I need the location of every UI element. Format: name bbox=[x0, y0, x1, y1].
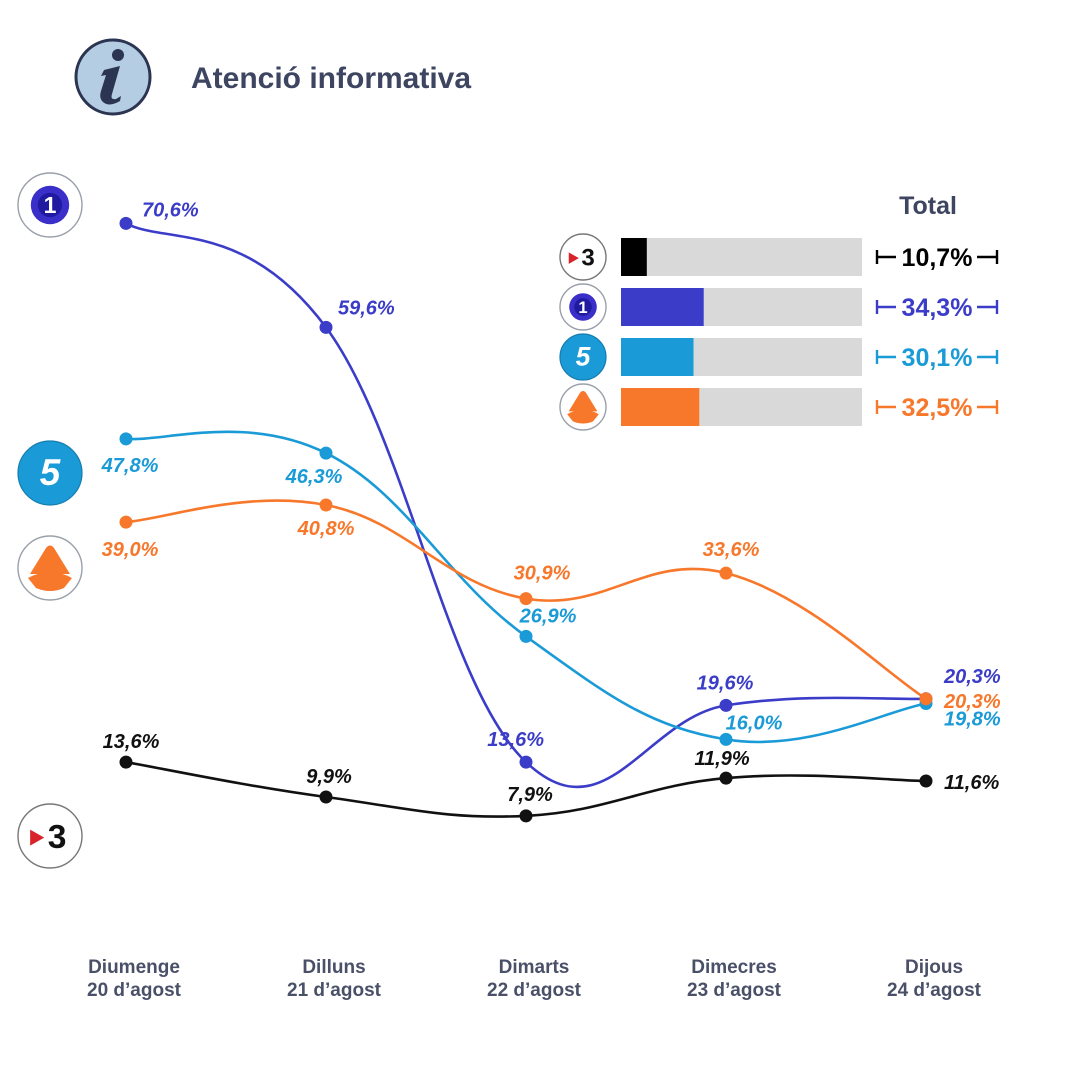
data-point-antena3-4 bbox=[719, 566, 733, 580]
x-tick-date-3: 22 d’agost bbox=[487, 980, 582, 1001]
total-value-telecinco: 30,1% bbox=[902, 344, 973, 372]
data-point-antena3-3 bbox=[519, 592, 533, 606]
svg-text:5: 5 bbox=[576, 342, 592, 372]
data-label-tv3-3: 7,9% bbox=[507, 784, 553, 806]
data-point-tv3-1 bbox=[119, 755, 133, 769]
data-point-telecinco-3 bbox=[519, 629, 533, 643]
tv3-logo-icon: 3 bbox=[17, 803, 83, 869]
data-label-tv3-5: 11,6% bbox=[944, 772, 999, 794]
page-title: Atenció informativa bbox=[191, 62, 471, 95]
x-tick-day-5: Dijous bbox=[905, 957, 963, 978]
channel-logos: 1 5 3 bbox=[17, 172, 83, 869]
info-icon bbox=[74, 38, 152, 116]
la1-logo-icon: 1 bbox=[17, 172, 83, 238]
data-label-la1-4: 19,6% bbox=[697, 672, 754, 694]
data-label-antena3-5: 20,3% bbox=[943, 691, 1001, 713]
total-bar-la1 bbox=[621, 288, 704, 326]
data-point-tv3-2 bbox=[319, 790, 333, 804]
data-label-telecinco-2: 46,3% bbox=[285, 466, 343, 488]
data-labels: 70,6% 59,6% 13,6% 19,6% 20,3% 47,8% 46,3% 26,9%… bbox=[101, 199, 1001, 806]
data-label-antena3-1: 39,0% bbox=[102, 539, 159, 561]
svg-text:1: 1 bbox=[44, 192, 57, 218]
data-label-telecinco-1: 47,8% bbox=[101, 455, 159, 477]
data-label-tv3-4: 11,9% bbox=[694, 748, 749, 770]
total-bar-antena3 bbox=[621, 388, 700, 426]
data-label-la1-5: 20,3% bbox=[943, 666, 1001, 688]
svg-text:3: 3 bbox=[581, 245, 594, 272]
la1-logo-icon: 1 bbox=[559, 283, 607, 331]
total-value-tv3: 10,7% bbox=[902, 244, 973, 272]
data-label-antena3-4: 33,6% bbox=[703, 539, 760, 561]
data-point-la1-3 bbox=[519, 755, 533, 769]
total-marker-la1 bbox=[875, 300, 999, 314]
data-point-antena3-2 bbox=[319, 498, 333, 512]
data-point-antena3-1 bbox=[119, 515, 133, 529]
antena3-logo-icon bbox=[559, 383, 607, 431]
data-label-la1-2: 59,6% bbox=[338, 297, 395, 319]
data-point-telecinco-4 bbox=[719, 732, 733, 746]
x-tick-day-4: Dimecres bbox=[691, 957, 777, 978]
data-label-telecinco-4: 16,0% bbox=[726, 712, 783, 734]
total-marker-telecinco bbox=[875, 350, 999, 364]
total-bar-track-tv3 bbox=[621, 238, 862, 276]
x-tick-day-2: Dilluns bbox=[302, 957, 365, 978]
data-point-tv3-4 bbox=[719, 771, 733, 785]
tv3-logo-icon: 3 bbox=[559, 233, 607, 281]
x-tick-date-2: 21 d’agost bbox=[287, 980, 382, 1001]
data-point-la1-1 bbox=[119, 216, 133, 230]
telecinco-logo-icon: 5 bbox=[559, 333, 607, 381]
x-tick-day-1: Diumenge bbox=[88, 957, 180, 978]
antena3-logo-icon bbox=[17, 535, 83, 601]
data-label-antena3-3: 30,9% bbox=[514, 563, 571, 585]
svg-text:5: 5 bbox=[40, 452, 61, 493]
header: Atenció informativa bbox=[74, 38, 471, 116]
data-point-telecinco-1 bbox=[119, 432, 133, 446]
data-point-antena3-5 bbox=[919, 692, 933, 706]
x-tick-day-3: Dimarts bbox=[499, 957, 570, 978]
data-label-la1-3: 13,6% bbox=[487, 729, 544, 751]
data-label-telecinco-5: 19,8% bbox=[944, 709, 1001, 731]
x-tick-date-1: 20 d’agost bbox=[87, 980, 182, 1001]
x-tick-date-5: 24 d’agost bbox=[887, 980, 982, 1001]
total-bar-telecinco bbox=[621, 338, 694, 376]
total-marker-tv3 bbox=[875, 250, 999, 264]
data-point-tv3-3 bbox=[519, 809, 533, 823]
series-line-la1 bbox=[125, 222, 927, 789]
series-points bbox=[119, 216, 933, 823]
totals-panel: Total 3 10,7% 1 34,3% 5 30,1% 32,5% bbox=[559, 192, 999, 431]
data-point-telecinco-2 bbox=[319, 446, 333, 460]
data-point-la1-4 bbox=[719, 698, 733, 712]
total-marker-antena3 bbox=[875, 400, 999, 414]
total-value-antena3: 32,5% bbox=[902, 394, 973, 422]
svg-text:3: 3 bbox=[48, 819, 67, 856]
total-value-la1: 34,3% bbox=[902, 294, 973, 322]
series-line-telecinco bbox=[125, 430, 927, 744]
data-point-tv3-5 bbox=[919, 774, 933, 788]
data-label-la1-1: 70,6% bbox=[142, 199, 199, 221]
x-tick-date-4: 23 d’agost bbox=[687, 980, 782, 1001]
data-point-la1-2 bbox=[319, 320, 333, 334]
data-label-tv3-2: 9,9% bbox=[306, 766, 352, 788]
total-bar-tv3 bbox=[621, 238, 647, 276]
data-label-antena3-2: 40,8% bbox=[297, 518, 355, 540]
svg-text:1: 1 bbox=[578, 298, 587, 317]
telecinco-logo-icon: 5 bbox=[17, 440, 83, 506]
data-label-telecinco-3: 26,9% bbox=[519, 605, 577, 627]
totals-title: Total bbox=[899, 192, 957, 220]
data-label-tv3-1: 13,6% bbox=[103, 731, 160, 753]
